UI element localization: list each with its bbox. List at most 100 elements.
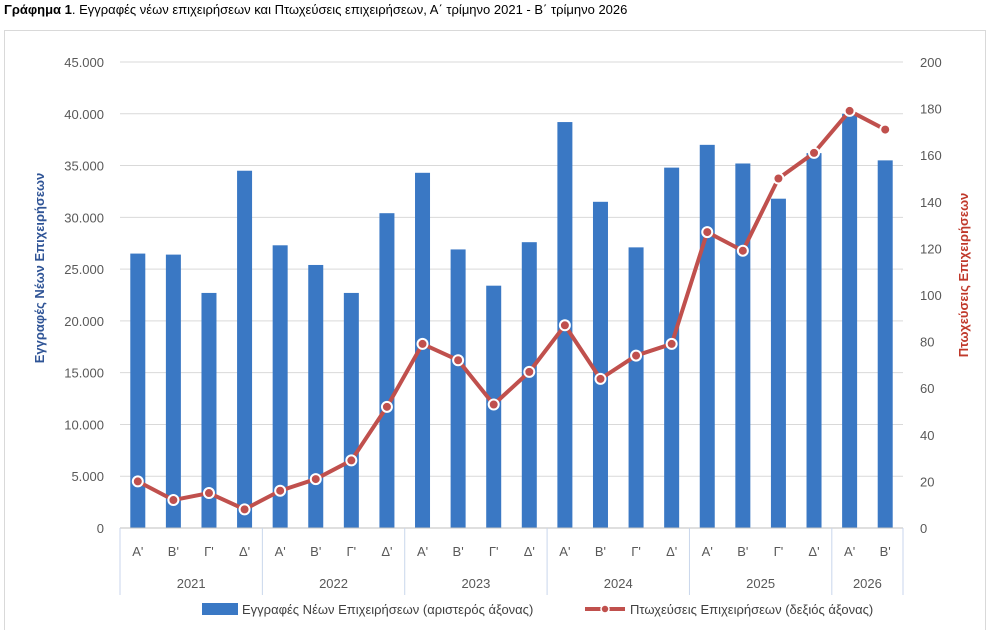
bar: [735, 163, 751, 529]
bar: [628, 247, 644, 528]
left-tick-label: 0: [97, 521, 104, 536]
line-point: [665, 337, 678, 350]
quarter-label: Β': [737, 544, 748, 559]
quarter-label: Α': [844, 544, 855, 559]
left-axis-ticks: 0 5.000 10.000 15.000 20.000 25.000 30.000 35.0…: [64, 55, 104, 536]
legend-line-marker: [600, 604, 610, 614]
line-point: [202, 487, 215, 500]
right-tick-label: 120: [920, 241, 942, 256]
line-point: [487, 398, 500, 411]
line-point: [594, 372, 607, 385]
line-point: [452, 354, 465, 367]
bar: [770, 198, 786, 528]
legend-bar-label: Εγγραφές Νέων Επιχειρήσεων (αριστερός άξ…: [242, 602, 533, 617]
right-tick-label: 180: [920, 102, 942, 117]
bar: [806, 153, 822, 528]
line-point: [345, 454, 358, 467]
quarter-label: Α': [417, 544, 428, 559]
bar: [237, 170, 253, 528]
left-tick-label: 15.000: [64, 366, 104, 381]
right-tick-label: 60: [920, 381, 934, 396]
right-axis-ticks: 0 20 40 60 80 100 120 140 160 180 200: [920, 55, 942, 536]
chart-title-text: . Εγγραφές νέων επιχειρήσεων και Πτωχεύσ…: [71, 2, 628, 17]
chart-title-bold: Γράφημα 1: [4, 2, 72, 17]
bar: [201, 292, 217, 528]
quarter-label: Δ': [524, 544, 535, 559]
line-point: [523, 365, 536, 378]
bar: [130, 253, 146, 529]
bar: [415, 172, 431, 528]
line-point: [701, 226, 714, 239]
line-point: [309, 473, 322, 486]
year-label: 2021: [177, 576, 206, 591]
right-axis-label: Πτωχεύσεις Επιχειρήσεων: [956, 193, 971, 358]
quarter-label: Β': [168, 544, 179, 559]
quarter-label: Δ': [808, 544, 819, 559]
left-tick-label: 30.000: [64, 210, 104, 225]
right-tick-label: 140: [920, 195, 942, 210]
line-point: [736, 244, 749, 257]
bar: [521, 242, 537, 529]
bar: [165, 254, 181, 528]
bar: [842, 113, 858, 529]
left-tick-label: 35.000: [64, 159, 104, 174]
quarter-label: Β': [880, 544, 891, 559]
line-point: [131, 475, 144, 488]
quarter-label: Α': [275, 544, 286, 559]
year-label: 2023: [461, 576, 490, 591]
line-point: [879, 123, 892, 136]
year-label: 2024: [604, 576, 633, 591]
legend-line-label: Πτωχεύσεις Επιχειρήσεων (δεξιός άξονας): [630, 602, 873, 617]
legend: Εγγραφές Νέων Επιχειρήσεων (αριστερός άξ…: [202, 602, 873, 617]
line-point: [416, 337, 429, 350]
bar: [699, 144, 715, 528]
right-tick-label: 100: [920, 288, 942, 303]
quarter-label: Γ': [631, 544, 641, 559]
left-tick-label: 20.000: [64, 314, 104, 329]
quarter-label: Α': [559, 544, 570, 559]
quarter-label: Δ': [381, 544, 392, 559]
line-point: [380, 400, 393, 413]
quarter-label: Α': [132, 544, 143, 559]
line-point: [843, 104, 856, 117]
line-point: [772, 172, 785, 185]
line-point: [238, 503, 251, 516]
line-path: [136, 108, 887, 512]
legend-bar-swatch: [202, 603, 238, 615]
left-tick-label: 5.000: [71, 469, 104, 484]
quarter-label: Γ': [774, 544, 784, 559]
right-tick-label: 20: [920, 474, 934, 489]
right-tick-label: 0: [920, 521, 927, 536]
quarter-label: Β': [310, 544, 321, 559]
quarter-label: Δ': [666, 544, 677, 559]
bar: [379, 213, 395, 529]
bar: [592, 201, 608, 529]
bar: [343, 292, 359, 528]
left-tick-label: 45.000: [64, 55, 104, 70]
line-series: [131, 104, 892, 516]
bar-series: [130, 113, 893, 529]
line-point: [808, 146, 821, 159]
year-label: 2025: [746, 576, 775, 591]
right-tick-label: 160: [920, 148, 942, 163]
line-point: [167, 494, 180, 507]
quarter-label: Δ': [239, 544, 250, 559]
quarter-label: Γ': [204, 544, 214, 559]
line-point: [274, 484, 287, 497]
line-point: [558, 319, 571, 332]
chart-frame: [4, 30, 986, 630]
bar: [877, 160, 893, 528]
quarter-label: Β': [595, 544, 606, 559]
left-tick-label: 40.000: [64, 107, 104, 122]
bar: [450, 249, 466, 529]
quarter-label: Β': [453, 544, 464, 559]
x-axis: Α' Β' Γ' Δ' Α' Β' Γ' Δ' Α' Β' Γ' Δ' Α' Β' Γ' Δ' Α' Β' Γ' Δ'…: [119, 527, 904, 595]
year-label: 2026: [853, 576, 882, 591]
right-tick-label: 200: [920, 55, 942, 70]
quarter-label: Α': [702, 544, 713, 559]
quarter-label: Γ': [347, 544, 357, 559]
right-tick-label: 80: [920, 335, 934, 350]
bar: [272, 245, 288, 528]
bar: [308, 264, 324, 528]
